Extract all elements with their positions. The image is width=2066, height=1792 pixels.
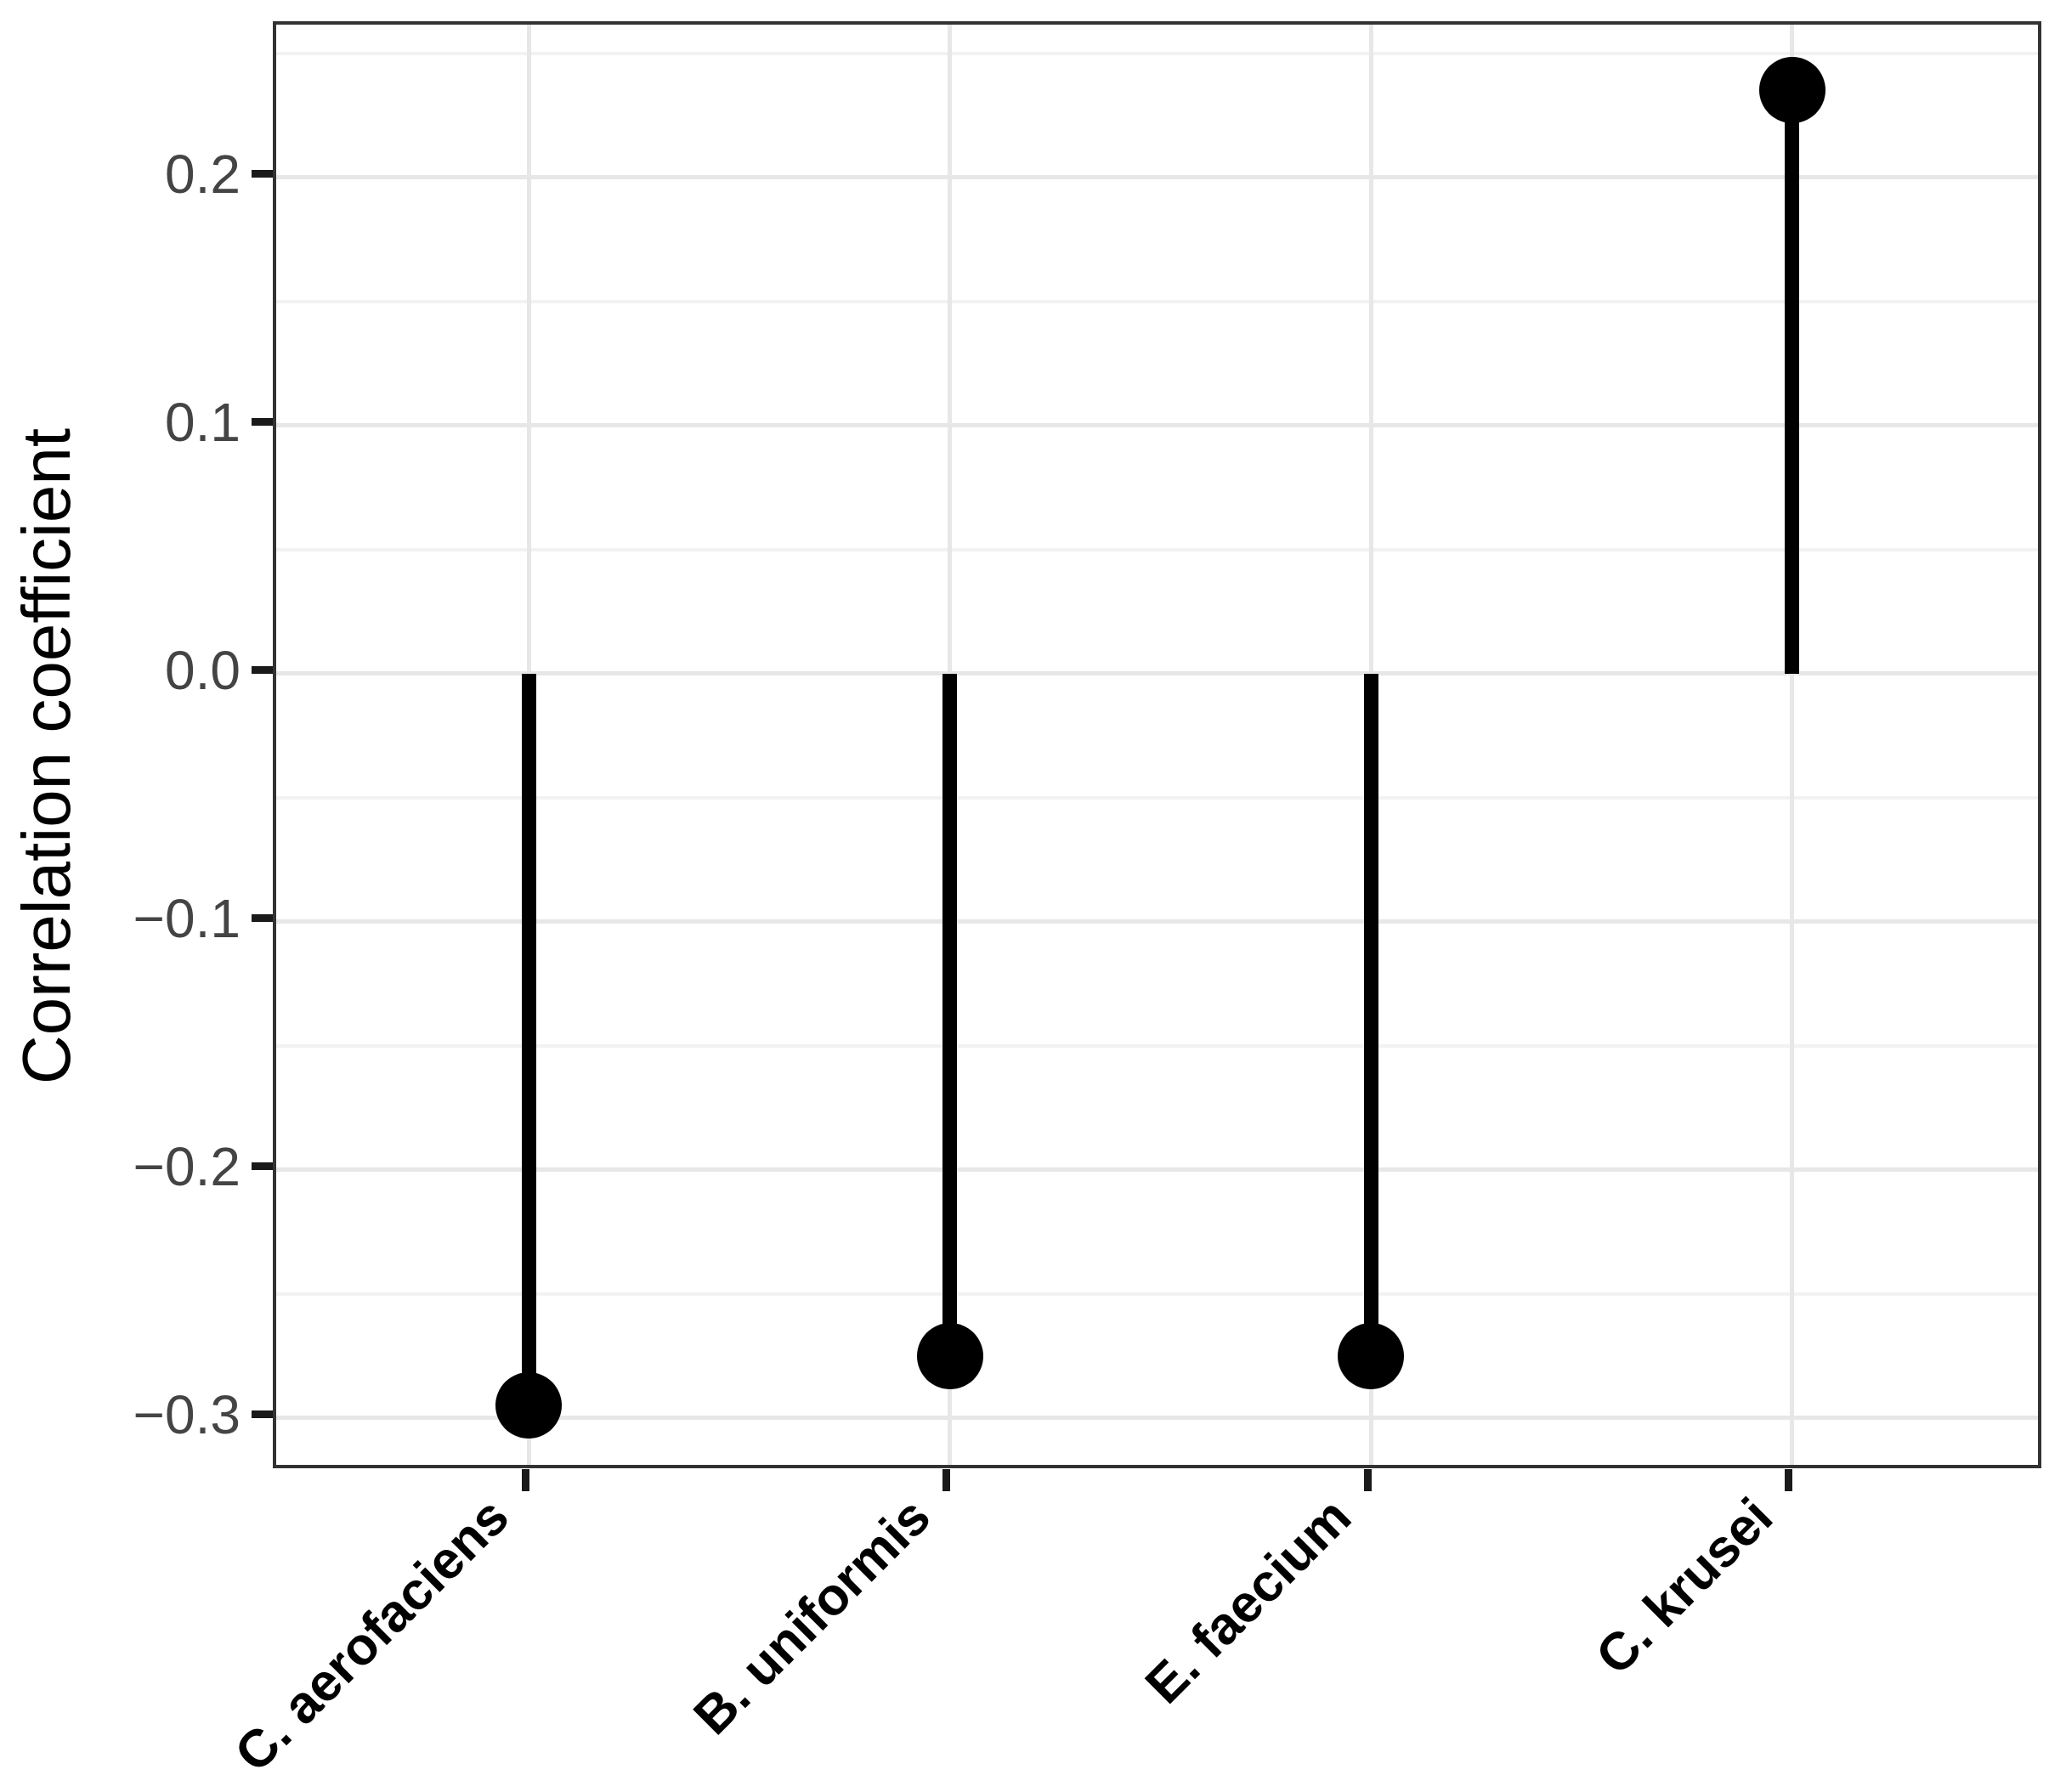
x-axis-category-label: C. aerofaciens <box>224 1487 521 1784</box>
lollipop-stem <box>942 673 958 1356</box>
v-gridline-major <box>1790 25 1795 1465</box>
y-axis-tick <box>252 1410 273 1419</box>
h-gridline-major <box>276 175 2038 180</box>
y-axis-tick <box>252 914 273 923</box>
h-gridline-minor <box>276 795 2038 800</box>
x-axis-tick <box>521 1469 529 1491</box>
y-axis-tick-label: −0.3 <box>133 1383 241 1445</box>
lollipop-point <box>1338 1322 1405 1389</box>
x-axis-category-label: E. faecium <box>1135 1487 1363 1716</box>
h-gridline-minor <box>276 1292 2038 1296</box>
y-axis-tick-label: 0.2 <box>165 143 241 205</box>
y-axis-tick-label: −0.1 <box>133 887 241 949</box>
x-axis-category-label: C. krusei <box>1584 1487 1784 1687</box>
h-gridline-major <box>276 1416 2038 1421</box>
lollipop-point <box>495 1372 563 1439</box>
y-axis-tick-label: 0.0 <box>165 639 241 701</box>
h-gridline-minor <box>276 299 2038 303</box>
y-axis-tick <box>252 666 273 675</box>
h-gridline-minor <box>276 51 2038 55</box>
lollipop-stem <box>1363 673 1378 1356</box>
lollipop-point <box>1758 57 1825 124</box>
h-gridline-major <box>276 1167 2038 1173</box>
x-axis-tick <box>1363 1469 1372 1491</box>
h-gridline-major <box>276 423 2038 428</box>
x-axis-tick <box>1785 1469 1793 1491</box>
lollipop-point <box>916 1322 983 1389</box>
y-axis-tick <box>252 170 273 178</box>
h-gridline-minor <box>276 547 2038 551</box>
y-axis-tick <box>252 418 273 427</box>
x-axis-category-label: B. uniformis <box>682 1487 942 1746</box>
h-gridline-minor <box>276 1043 2038 1048</box>
y-axis-tick <box>252 1162 273 1171</box>
y-axis-tick-label: 0.1 <box>165 391 241 453</box>
h-gridline-major <box>276 671 2038 676</box>
lollipop-stem <box>1785 90 1800 674</box>
plot-panel <box>273 21 2041 1468</box>
h-gridline-major <box>276 919 2038 924</box>
lollipop-stem <box>521 673 536 1406</box>
y-axis-tick-label: −0.2 <box>133 1135 241 1197</box>
x-axis-tick <box>942 1469 951 1491</box>
